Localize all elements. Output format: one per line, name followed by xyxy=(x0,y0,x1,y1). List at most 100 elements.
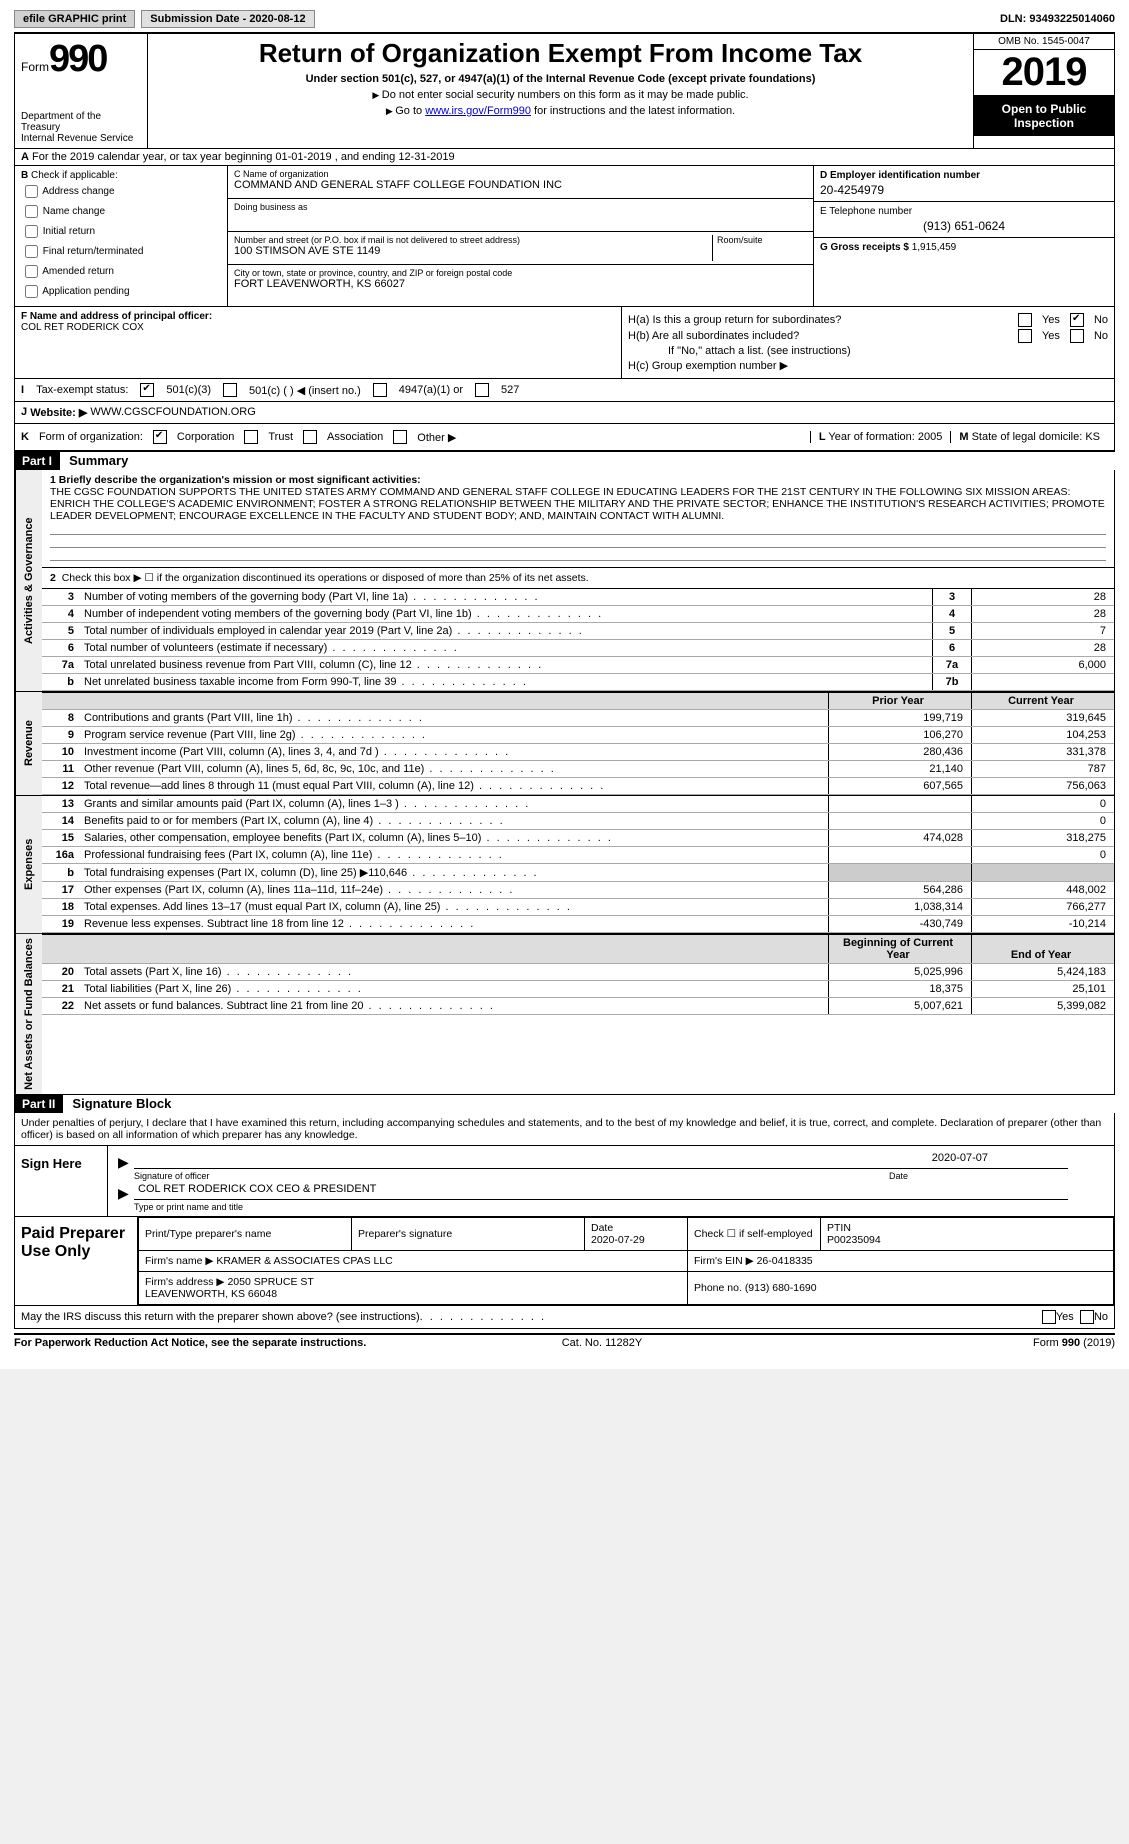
header-right: OMB No. 1545-0047 2019 Open to Public In… xyxy=(973,34,1114,148)
part-ii-tag: Part II xyxy=(14,1095,63,1113)
table-row: 11Other revenue (Part VIII, column (A), … xyxy=(42,761,1114,778)
firm-phone-lbl: Phone no. xyxy=(694,1282,742,1294)
page-footer: For Paperwork Reduction Act Notice, see … xyxy=(14,1333,1115,1349)
i-527[interactable] xyxy=(475,383,489,397)
part-ii-header: Part II Signature Block xyxy=(14,1095,1115,1113)
tel-lbl: E Telephone number xyxy=(820,206,912,217)
note-link: Go to www.irs.gov/Form990 for instructio… xyxy=(156,105,965,117)
street-val: 100 STIMSON AVE STE 1149 xyxy=(234,245,712,257)
sig-date: 2020-07-07 xyxy=(932,1152,988,1164)
date-lbl: Date xyxy=(889,1171,908,1181)
i-4947[interactable] xyxy=(373,383,387,397)
pp-date: 2020-07-29 xyxy=(591,1234,645,1246)
table-row: bNet unrelated business taxable income f… xyxy=(42,674,1114,691)
table-row: 4Number of independent voting members of… xyxy=(42,606,1114,623)
hb-yes[interactable] xyxy=(1018,329,1032,343)
header-mid: Return of Organization Exempt From Incom… xyxy=(148,34,973,148)
chk-name[interactable]: Name change xyxy=(21,202,221,221)
hc-text: H(c) Group exemption number ▶ xyxy=(628,359,788,372)
chk-pending[interactable]: Application pending xyxy=(21,282,221,301)
note-ssn: Do not enter social security numbers on … xyxy=(156,89,965,101)
table-row: 5Total number of individuals employed in… xyxy=(42,623,1114,640)
street-lbl: Number and street (or P.O. box if mail i… xyxy=(234,235,712,245)
side-net: Net Assets or Fund Balances xyxy=(15,934,42,1094)
table-row: 21Total liabilities (Part X, line 26)18,… xyxy=(42,981,1114,998)
discuss-no[interactable] xyxy=(1080,1310,1094,1324)
table-row: 10Investment income (Part VIII, column (… xyxy=(42,744,1114,761)
table-row: 18Total expenses. Add lines 13–17 (must … xyxy=(42,899,1114,916)
side-revenue: Revenue xyxy=(15,692,42,795)
table-row: 9Program service revenue (Part VIII, lin… xyxy=(42,727,1114,744)
k-assoc[interactable] xyxy=(303,430,317,444)
sign-here-row: Sign Here ▶ 2020-07-07 Signature of offi… xyxy=(15,1145,1114,1216)
title: Return of Organization Exempt From Incom… xyxy=(156,38,965,69)
sign-here-label: Sign Here xyxy=(15,1146,108,1216)
ein-val: 20-4254979 xyxy=(820,183,1108,197)
hb-no[interactable] xyxy=(1070,329,1084,343)
gross-val: 1,915,459 xyxy=(912,242,957,253)
gross-lbl: G Gross receipts $ xyxy=(820,242,909,253)
table-row: 22Net assets or fund balances. Subtract … xyxy=(42,998,1114,1015)
section-governance: Activities & Governance 1 Briefly descri… xyxy=(14,470,1115,692)
footer-left: For Paperwork Reduction Act Notice, see … xyxy=(14,1337,366,1349)
i-501c3[interactable] xyxy=(140,383,154,397)
may-discuss: May the IRS discuss this return with the… xyxy=(21,1311,420,1323)
k-other[interactable] xyxy=(393,430,407,444)
chk-final[interactable]: Final return/terminated xyxy=(21,242,221,261)
paid-preparer-row: Paid Preparer Use Only Print/Type prepar… xyxy=(15,1216,1114,1305)
sig-name-lbl: Type or print name and title xyxy=(134,1202,1108,1212)
tel-val: (913) 651-0624 xyxy=(820,219,1108,233)
table-row: 19Revenue less expenses. Subtract line 1… xyxy=(42,916,1114,933)
col-d: D Employer identification number 20-4254… xyxy=(814,166,1114,306)
firm-phone: (913) 680-1690 xyxy=(745,1282,817,1294)
col-c: C Name of organization COMMAND AND GENER… xyxy=(228,166,814,306)
dept-irs: Internal Revenue Service xyxy=(21,133,141,144)
chk-amended[interactable]: Amended return xyxy=(21,262,221,281)
i-501c[interactable] xyxy=(223,383,237,397)
chk-address[interactable]: Address change xyxy=(21,182,221,201)
exp-table: 13Grants and similar amounts paid (Part … xyxy=(42,796,1114,933)
officer-name: COL RET RODERICK COX xyxy=(21,322,144,333)
pp-self[interactable]: Check ☐ if self-employed xyxy=(694,1228,813,1240)
dba-lbl: Doing business as xyxy=(234,202,807,212)
net-table: Beginning of Current YearEnd of Year20To… xyxy=(42,934,1114,1015)
f-label: F Name and address of principal officer: xyxy=(21,311,212,322)
paid-label: Paid Preparer Use Only xyxy=(15,1217,138,1305)
signature-block: Under penalties of perjury, I declare th… xyxy=(14,1113,1115,1329)
year-formation: Year of formation: 2005 xyxy=(828,431,942,443)
org-name: COMMAND AND GENERAL STAFF COLLEGE FOUNDA… xyxy=(234,179,807,191)
table-row: 15Salaries, other compensation, employee… xyxy=(42,830,1114,847)
part-ii-title: Signature Block xyxy=(66,1096,171,1111)
ha-no[interactable] xyxy=(1070,313,1084,327)
declare-text: Under penalties of perjury, I declare th… xyxy=(15,1113,1114,1145)
k-corp[interactable] xyxy=(153,430,167,444)
table-row: 7aTotal unrelated business revenue from … xyxy=(42,657,1114,674)
table-row: bTotal fundraising expenses (Part IX, co… xyxy=(42,864,1114,882)
form-header: Form990 Department of the Treasury Inter… xyxy=(14,32,1115,149)
state-domicile: State of legal domicile: KS xyxy=(972,431,1100,443)
pp-date-lbl: Date xyxy=(591,1222,613,1234)
k-label: Form of organization: xyxy=(39,431,143,443)
k-trust[interactable] xyxy=(244,430,258,444)
header-left: Form990 Department of the Treasury Inter… xyxy=(15,34,148,148)
officer-signature-line[interactable]: ▶ 2020-07-07 xyxy=(134,1154,1068,1169)
firm-name: KRAMER & ASSOCIATES CPAS LLC xyxy=(216,1255,392,1267)
table-row: 13Grants and similar amounts paid (Part … xyxy=(42,796,1114,813)
top-bar: efile GRAPHIC print Submission Date - 20… xyxy=(14,10,1115,28)
part-i-title: Summary xyxy=(63,453,128,468)
table-row: 16aProfessional fundraising fees (Part I… xyxy=(42,847,1114,864)
firm-ein: 26-0418335 xyxy=(757,1255,813,1267)
chk-initial[interactable]: Initial return xyxy=(21,222,221,241)
irs-link[interactable]: www.irs.gov/Form990 xyxy=(425,105,531,117)
col-f: F Name and address of principal officer:… xyxy=(15,307,621,378)
subtitle: Under section 501(c), 527, or 4947(a)(1)… xyxy=(156,73,965,85)
discuss-yes[interactable] xyxy=(1042,1310,1056,1324)
section-netassets: Net Assets or Fund Balances Beginning of… xyxy=(14,934,1115,1095)
room-lbl: Room/suite xyxy=(717,235,807,245)
paid-table: Print/Type preparer's name Preparer's si… xyxy=(138,1217,1114,1305)
ha-yes[interactable] xyxy=(1018,313,1032,327)
section-bcde: B Check if applicable: Address change Na… xyxy=(14,166,1115,307)
efile-button[interactable]: efile GRAPHIC print xyxy=(14,10,135,28)
page: efile GRAPHIC print Submission Date - 20… xyxy=(0,0,1129,1369)
section-expenses: Expenses 13Grants and similar amounts pa… xyxy=(14,796,1115,934)
